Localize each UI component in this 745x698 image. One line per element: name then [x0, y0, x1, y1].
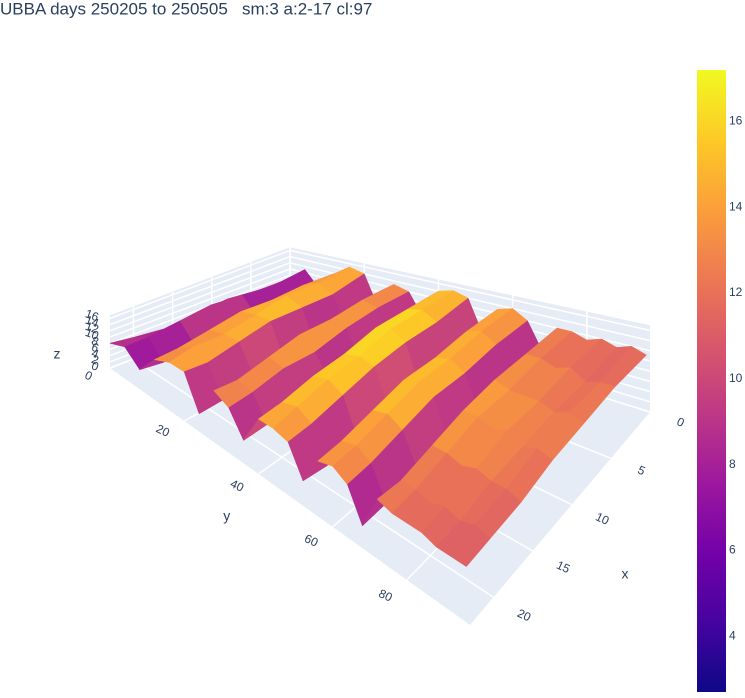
- z-tick-label: 0: [90, 358, 101, 374]
- z-tick-label: 4: [90, 346, 101, 362]
- y-tick-label: 20: [154, 421, 172, 439]
- colorbar-tick-label: 10: [729, 371, 743, 385]
- x-tick-label: 10: [593, 510, 611, 528]
- y-tick-label: 80: [377, 586, 395, 604]
- x-tick-label: 20: [515, 606, 533, 624]
- x-axis-title: x: [622, 566, 629, 582]
- z-tick-label: 10: [83, 325, 101, 343]
- z-tick-label: 2: [90, 352, 101, 368]
- x-tick-label: 0: [675, 414, 687, 430]
- z-tick-label: 8: [90, 334, 101, 350]
- z-tick-label: 6: [90, 340, 101, 356]
- grid-line: [109, 274, 291, 344]
- z-tick-label: 16: [83, 306, 101, 324]
- grid-line: [109, 268, 291, 338]
- y-tick-label: 40: [228, 476, 246, 494]
- grid-line: [109, 262, 291, 332]
- colorbar-tick-label: 6: [729, 543, 736, 557]
- grid-line: [109, 249, 291, 320]
- grid-line: [109, 255, 291, 326]
- colorbar-tick-label: 8: [729, 457, 736, 471]
- z-axis-title: z: [54, 346, 61, 362]
- x-tick-label: 5: [635, 463, 647, 479]
- grid-line: [289, 249, 651, 332]
- surface-patch: [451, 524, 491, 567]
- chart-title: UBBA days 250205 to 250505 sm:3 a:2-17 c…: [0, 0, 372, 18]
- grid-line: [133, 358, 494, 598]
- x-tick-label: 15: [554, 558, 572, 576]
- z-tick-label: 14: [83, 313, 101, 331]
- y-tick-label: 60: [302, 531, 320, 549]
- colorbar-tick-label: 16: [729, 114, 743, 128]
- colorbar-tick-label: 4: [729, 628, 736, 642]
- colorbar-tick-label: 12: [729, 285, 743, 299]
- colorbar: [697, 70, 726, 692]
- z-tick-label: 12: [83, 319, 101, 337]
- y-axis-title: y: [223, 508, 230, 524]
- colorbar-tick-label: 14: [729, 199, 743, 213]
